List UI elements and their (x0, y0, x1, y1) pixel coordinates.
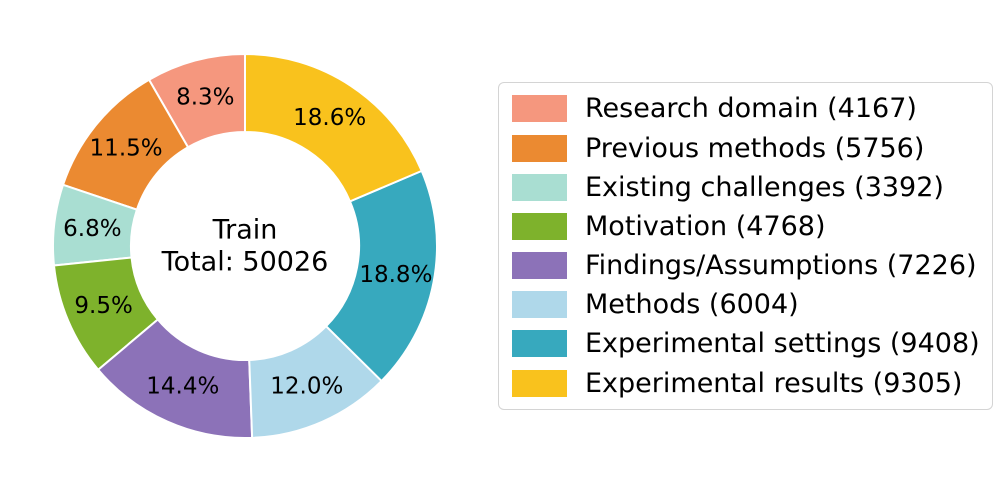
legend-label: Experimental results (9305) (585, 367, 963, 399)
legend-item-previous-methods: Previous methods (5756) (499, 128, 992, 167)
pie-wedge-experimental-results (244, 53, 423, 203)
pct-label-experimental-results: 18.6% (293, 105, 366, 131)
legend-item-experimental-settings: Experimental settings (9408) (499, 324, 992, 363)
legend-label: Methods (6004) (585, 289, 799, 321)
legend-swatch (512, 291, 567, 319)
legend-item-findings-assumptions: Findings/Assumptions (7226) (499, 246, 992, 285)
pct-label-findings-assumptions: 14.4% (146, 374, 219, 400)
pct-label-experimental-settings: 18.8% (359, 262, 432, 288)
legend-item-methods: Methods (6004) (499, 285, 992, 324)
pct-label-methods: 12.0% (270, 374, 343, 400)
legend-swatch (512, 212, 567, 240)
legend-label: Previous methods (5756) (585, 132, 925, 164)
pct-label-research-domain: 8.3% (176, 85, 234, 111)
legend-swatch (512, 173, 567, 201)
legend-swatch (512, 95, 567, 123)
legend-label: Existing challenges (3392) (585, 171, 944, 203)
pct-label-motivation: 9.5% (74, 293, 132, 319)
pct-label-previous-methods: 11.5% (90, 136, 163, 162)
legend-swatch (512, 330, 567, 358)
pie-center-total: Total: 50026 (161, 247, 329, 278)
legend-label: Findings/Assumptions (7226) (585, 250, 977, 282)
legend-label: Research domain (4167) (585, 93, 917, 125)
legend-label: Experimental settings (9408) (585, 328, 980, 360)
legend-item-research-domain: Research domain (4167) (499, 89, 992, 128)
pct-label-existing-challenges: 6.8% (63, 216, 121, 242)
legend-swatch (512, 134, 567, 162)
pie-percentage-labels: 8.3% 11.5% 6.8% 9.5% 14.4% 12.0% 18.8% 18.6% (63, 85, 432, 400)
legend-swatch (512, 369, 567, 397)
legend-item-experimental-results: Experimental results (9305) (499, 364, 992, 403)
legend-label: Motivation (4768) (585, 210, 826, 242)
legend-swatch (512, 252, 567, 280)
legend-item-existing-challenges: Existing challenges (3392) (499, 168, 992, 207)
legend-box: Research domain (4167) Previous methods … (498, 82, 993, 410)
pie-center-title: Train (212, 215, 278, 246)
pie-wedges (52, 53, 438, 439)
legend-item-motivation: Motivation (4768) (499, 207, 992, 246)
